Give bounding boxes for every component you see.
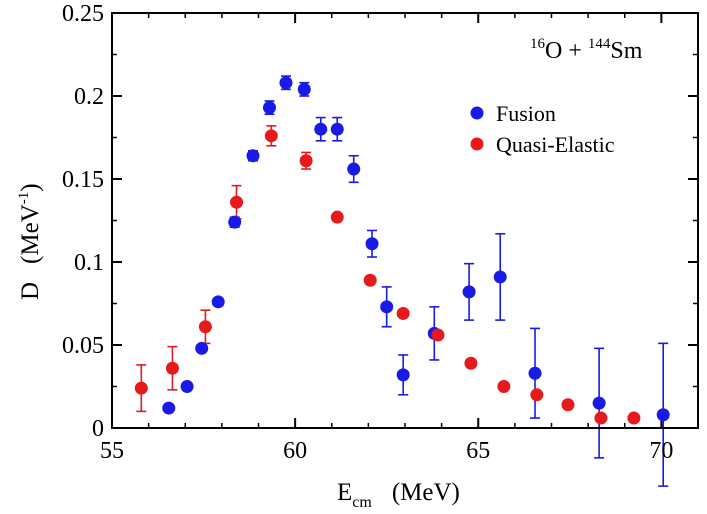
- point-fusion: [297, 82, 311, 96]
- y-tick-label: 0.15: [62, 167, 104, 193]
- x-axis-label: Ecm (MeV): [337, 479, 460, 511]
- reaction-mass2: 144: [588, 36, 611, 52]
- point-quasi-elastic: [165, 361, 179, 375]
- x-tick-label: 65: [466, 438, 490, 464]
- y-tick-label: 0.2: [74, 84, 104, 110]
- y-tick-label: 0.1: [74, 250, 104, 276]
- x-tick-label: 60: [283, 438, 307, 464]
- reaction-element2: Sm: [610, 38, 642, 64]
- point-quasi-elastic: [627, 411, 641, 425]
- point-fusion: [592, 396, 606, 410]
- point-fusion: [330, 122, 344, 136]
- data-points: [134, 76, 670, 425]
- plot-frame: [111, 12, 699, 429]
- y-axis-label-unit-close: ): [17, 183, 44, 191]
- point-fusion: [211, 295, 225, 309]
- point-fusion: [228, 215, 242, 229]
- point-fusion: [314, 122, 328, 136]
- point-fusion: [347, 162, 361, 176]
- point-fusion: [528, 366, 542, 380]
- point-fusion: [365, 237, 379, 251]
- point-quasi-elastic: [431, 328, 445, 342]
- point-quasi-elastic: [464, 356, 478, 370]
- point-fusion: [246, 149, 260, 163]
- point-quasi-elastic: [299, 154, 313, 168]
- point-quasi-elastic: [363, 273, 377, 287]
- point-fusion: [262, 101, 276, 115]
- point-fusion: [396, 368, 410, 382]
- x-axis-label-main: E: [337, 479, 352, 506]
- point-fusion: [380, 300, 394, 314]
- y-axis-label-unit-open: (MeV: [17, 204, 44, 264]
- reaction-label: 16O + 144Sm: [530, 36, 643, 64]
- legend-label-quasi-elastic: Quasi-Elastic: [496, 132, 615, 157]
- legend-marker-quasi-elastic: [470, 137, 484, 151]
- y-axis-label-main: D: [17, 282, 44, 300]
- point-quasi-elastic: [264, 129, 278, 143]
- legend: Fusion Quasi-Elastic: [470, 101, 615, 157]
- point-fusion: [195, 341, 209, 355]
- tick-labels: 55 60 65 70 0 0.05 0.1 0.15 0.2 0.25: [62, 1, 673, 464]
- point-quasi-elastic: [594, 411, 608, 425]
- point-quasi-elastic: [134, 381, 148, 395]
- y-axis-label-sup: -1: [16, 192, 32, 205]
- point-quasi-elastic: [497, 380, 511, 393]
- legend-marker-fusion: [470, 106, 484, 120]
- point-fusion: [162, 401, 176, 415]
- point-quasi-elastic: [530, 388, 544, 402]
- point-quasi-elastic: [198, 320, 212, 334]
- point-fusion: [279, 76, 293, 90]
- x-axis-label-unit: (MeV): [392, 479, 460, 506]
- y-tick-label: 0: [92, 416, 104, 442]
- y-tick-label: 0.05: [62, 333, 104, 359]
- point-quasi-elastic: [330, 210, 344, 224]
- reaction-base: O +: [545, 38, 588, 64]
- x-axis-label-sub: cm: [352, 494, 372, 511]
- point-quasi-elastic: [561, 398, 575, 412]
- point-fusion: [462, 285, 476, 299]
- reaction-mass1: 16: [530, 36, 546, 52]
- tick-marks: [111, 12, 699, 429]
- point-fusion: [656, 408, 670, 422]
- point-quasi-elastic: [230, 195, 244, 209]
- point-fusion: [180, 380, 194, 393]
- x-tick-label: 70: [649, 438, 673, 464]
- point-fusion: [493, 270, 507, 284]
- x-tick-label: 55: [100, 438, 124, 464]
- point-quasi-elastic: [396, 306, 410, 320]
- legend-label-fusion: Fusion: [496, 101, 556, 126]
- y-tick-label: 0.25: [62, 1, 104, 27]
- y-axis-label: D (MeV-1): [16, 183, 44, 300]
